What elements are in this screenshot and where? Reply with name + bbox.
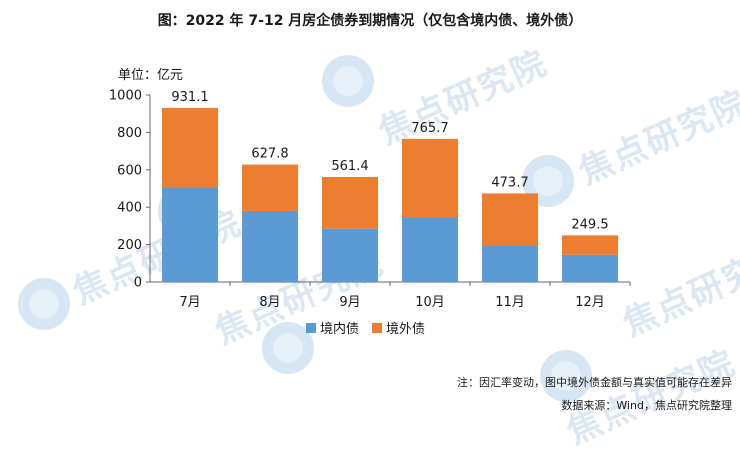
bar-overseas [322,177,378,229]
x-tick-label: 8月 [259,295,280,310]
watermark-logo [262,322,314,374]
legend-label: 境内债 [320,321,359,337]
data-source: 数据来源：Wind，焦点研究院整理 [561,399,732,412]
watermark-logo [540,350,592,402]
x-tick-label: 12月 [575,295,605,310]
total-label: 627.8 [251,147,288,162]
x-tick-label: 11月 [495,295,525,310]
y-tick-label: 1000 [109,89,142,104]
y-tick-label: 400 [117,201,142,216]
total-label: 473.7 [491,175,528,190]
total-label: 931.1 [171,90,208,105]
x-tick-label: 7月 [179,295,200,310]
unit-label: 单位：亿元 [118,68,183,83]
bar-domestic [162,187,218,282]
y-tick-label: 800 [117,126,142,141]
bar-domestic [322,228,378,282]
watermark-logo [18,278,70,330]
stacked-bar-chart: 单位：亿元 0 200 400 600 800 1000 931.1 7月 627.8 8月 561.… [109,68,631,337]
bar-overseas [402,138,458,218]
bar-overseas [562,235,618,255]
y-tick-label: 600 [117,163,142,178]
x-tick-label: 9月 [339,295,360,310]
footnote: 注：因汇率变动，图中境外债金额与真实值可能存在差异 [457,376,732,389]
x-tick-label: 10月 [415,295,445,310]
total-label: 561.4 [331,159,368,174]
legend-swatch [372,323,382,333]
chart-title: 图：2022 年 7-12 月房企债券到期情况（仅包含境内债、境外债） [157,13,583,29]
total-label: 249.5 [571,217,608,232]
bar-overseas [482,193,538,246]
y-tick-label: 200 [117,238,142,253]
bar-domestic [562,254,618,282]
bar-domestic [482,245,538,282]
bar-domestic [242,210,298,282]
legend-swatch [306,323,316,333]
y-tick-label: 0 [134,276,142,291]
watermark-logo [322,55,374,107]
bar-domestic [402,217,458,282]
bar-overseas [162,107,218,188]
total-label: 765.7 [411,121,448,136]
bar-overseas [242,164,298,211]
legend-label: 境外债 [386,322,425,337]
